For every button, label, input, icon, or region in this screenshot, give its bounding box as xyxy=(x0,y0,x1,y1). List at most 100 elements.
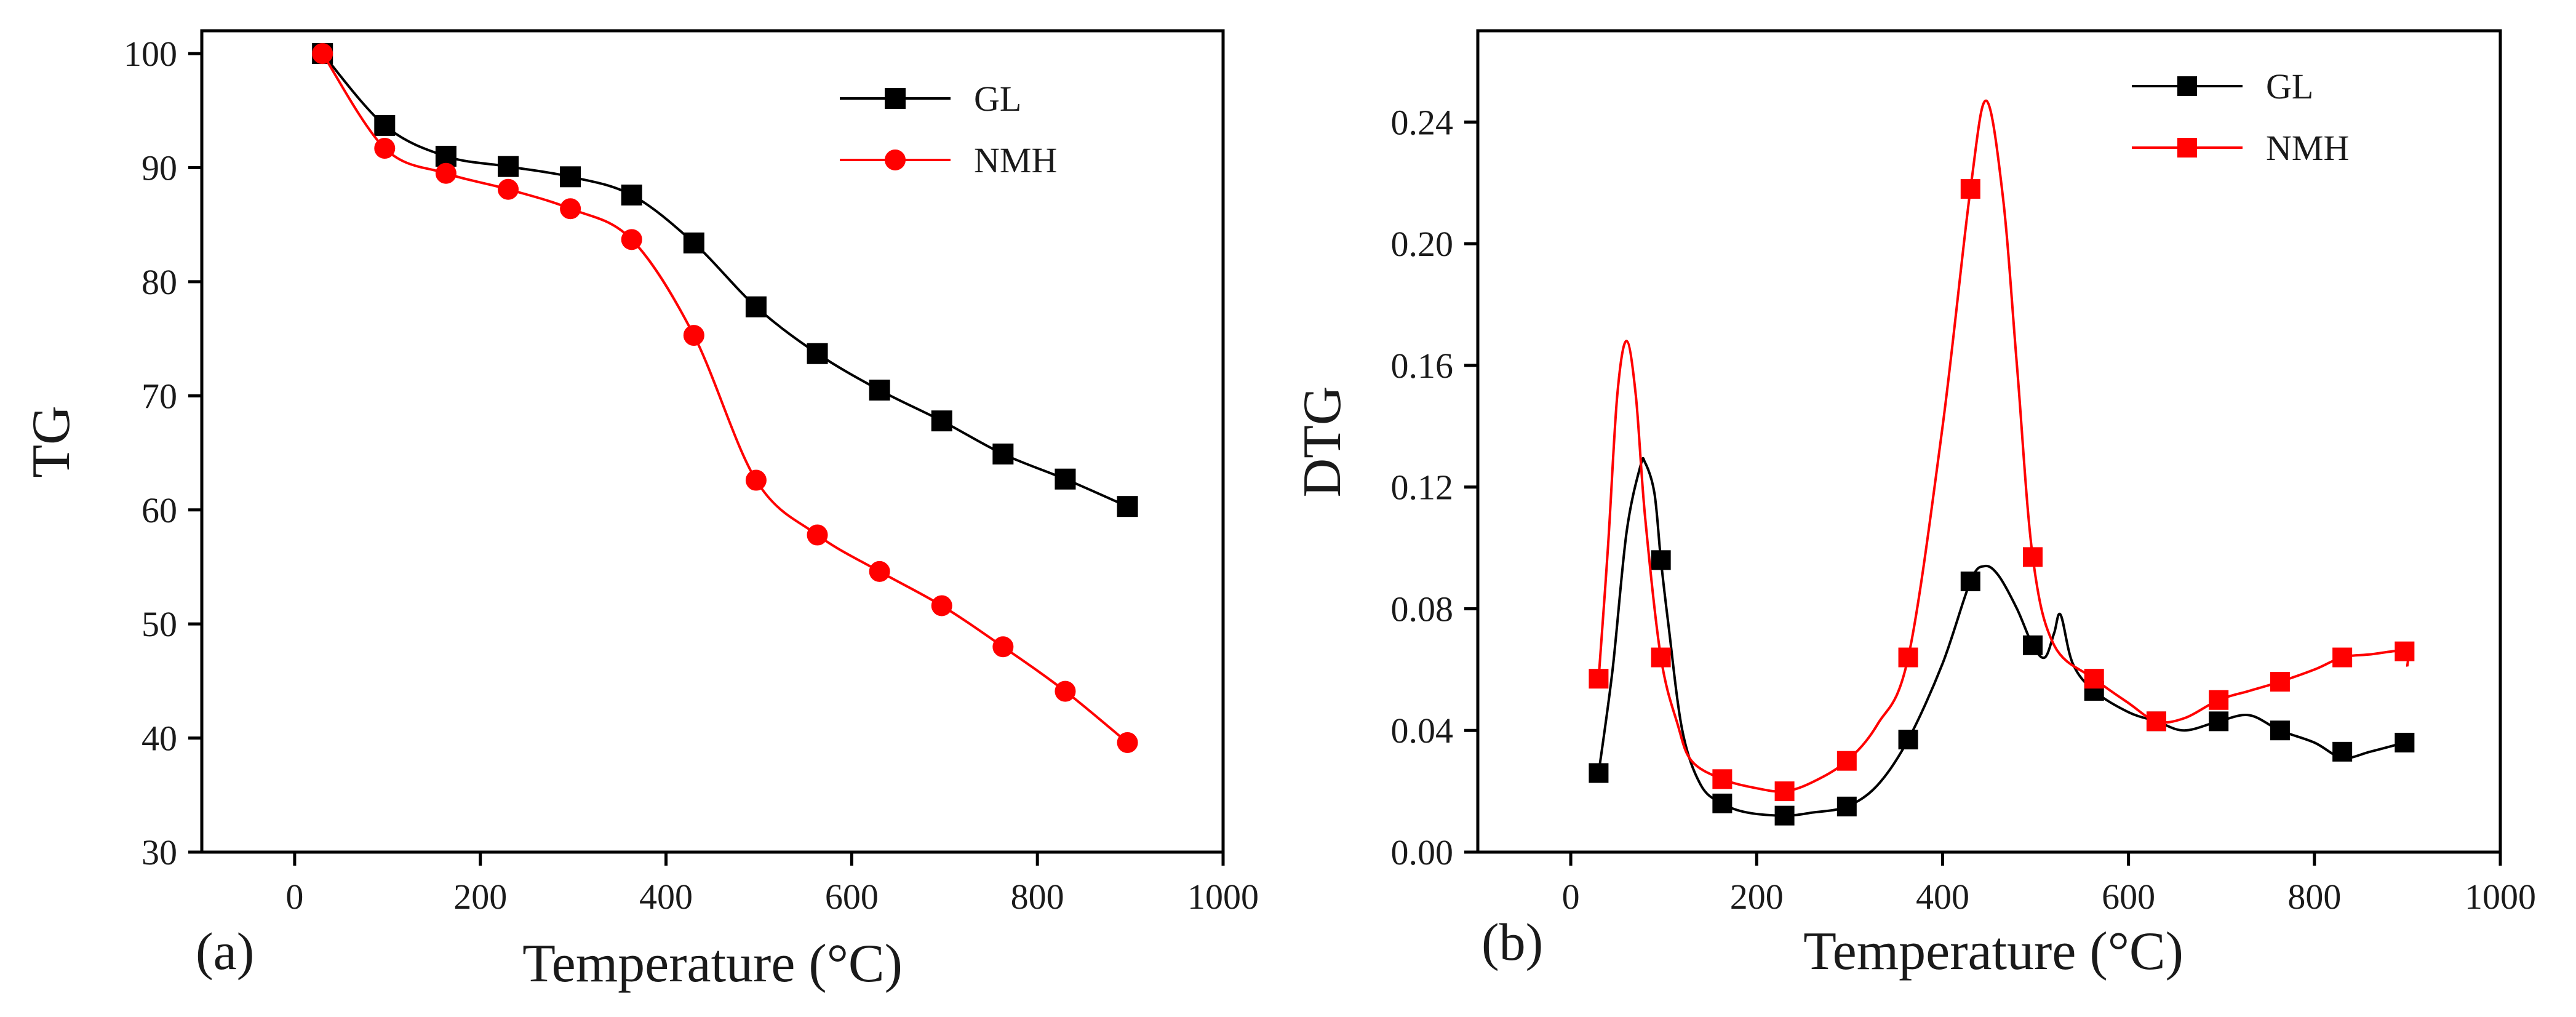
legend-a: GL NMH xyxy=(840,79,1057,180)
data-point-a-nmh-12 xyxy=(1055,680,1076,702)
series-line-b-gl xyxy=(1597,457,2405,817)
data-point-a-nmh-3 xyxy=(498,178,519,200)
data-point-b-gl-11 xyxy=(2270,720,2290,741)
y-tick-label-a-3: 60 xyxy=(142,490,177,530)
legend-marker-a-gl xyxy=(885,88,906,109)
x-axis-title-a: Temperature (°C) xyxy=(522,934,903,994)
panel-b-dtg-chart: 0 200 400 600 800 1000 0.00 0.04 0.08 0.12 0.16 0.2… xyxy=(1293,29,2537,981)
data-point-a-nmh-2 xyxy=(435,162,457,184)
data-point-a-gl-6 xyxy=(683,232,704,253)
data-point-b-gl-2 xyxy=(1712,793,1733,813)
data-point-b-nmh-4 xyxy=(1836,751,1857,771)
data-point-b-nmh-1 xyxy=(1651,647,1671,668)
y-tick-label-a-7: 100 xyxy=(124,34,177,74)
data-point-a-nmh-8 xyxy=(807,524,828,546)
plot-frame-b xyxy=(1476,29,2502,854)
data-point-a-gl-7 xyxy=(745,296,767,317)
axis-ticks-b: 0 200 400 600 800 1000 0.00 0.04 0.08 0.12 0.16 0.2… xyxy=(1391,102,2537,917)
y-tick-label-a-5: 80 xyxy=(142,262,177,302)
data-point-b-nmh-8 xyxy=(2084,669,2104,689)
data-point-a-nmh-6 xyxy=(683,325,704,346)
legend-label-b-nmh: NMH xyxy=(2266,128,2349,168)
data-point-b-gl-3 xyxy=(1774,805,1795,826)
x-tick-label-b-1000: 1000 xyxy=(2465,877,2536,917)
data-point-b-gl-7 xyxy=(2023,635,2043,655)
data-point-b-nmh-0 xyxy=(1589,669,1609,689)
data-point-a-nmh-4 xyxy=(560,198,581,220)
x-tick-label-b-600: 600 xyxy=(2102,877,2155,917)
legend-label-b-gl: GL xyxy=(2266,66,2313,106)
y-tick-label-a-2: 50 xyxy=(142,604,177,644)
data-point-b-nmh-6 xyxy=(1960,179,1980,199)
data-point-a-gl-13 xyxy=(1117,496,1138,517)
data-point-b-gl-12 xyxy=(2332,741,2353,762)
panel-a-tg-chart: 0 200 400 600 800 1000 30 40 50 60 70 80 90 100 GL NMH… xyxy=(22,29,1259,994)
x-tick-label-b-400: 400 xyxy=(1916,877,1969,917)
panel-label-a: (a) xyxy=(196,922,254,981)
legend-b: GL NMH xyxy=(2132,66,2349,168)
data-point-b-nmh-3 xyxy=(1774,781,1795,802)
y-axis-title-a: TG xyxy=(22,405,81,477)
y-tick-label-b-1: 0.04 xyxy=(1391,711,1454,751)
data-point-a-nmh-1 xyxy=(374,137,396,159)
plot-frame-a xyxy=(200,29,1225,854)
data-point-b-nmh-9 xyxy=(2146,711,2166,732)
x-tick-label-a-600: 600 xyxy=(825,877,879,917)
x-tick-label-b-800: 800 xyxy=(2287,877,2341,917)
series-line-b-nmh xyxy=(1597,99,2410,793)
legend-label-a-gl: GL xyxy=(974,79,1021,119)
y-tick-label-a-1: 40 xyxy=(142,719,177,759)
legend-label-a-nmh: NMH xyxy=(974,140,1057,180)
x-tick-label-a-200: 200 xyxy=(453,877,507,917)
x-tick-label-a-400: 400 xyxy=(639,877,693,917)
plot-area-a xyxy=(312,43,1138,753)
data-point-a-gl-3 xyxy=(498,156,519,177)
data-point-a-gl-4 xyxy=(560,166,581,188)
data-point-a-nmh-10 xyxy=(931,595,952,616)
data-point-b-gl-6 xyxy=(1960,571,1980,591)
data-point-b-nmh-12 xyxy=(2332,647,2353,668)
y-tick-label-b-5: 0.20 xyxy=(1391,224,1454,264)
data-point-a-gl-9 xyxy=(869,380,890,401)
data-point-a-gl-12 xyxy=(1055,468,1076,490)
data-point-b-gl-10 xyxy=(2209,711,2229,732)
data-point-a-nmh-9 xyxy=(869,560,890,582)
data-point-a-gl-11 xyxy=(992,443,1014,465)
y-tick-label-b-0: 0.00 xyxy=(1391,832,1454,872)
data-point-a-nmh-0 xyxy=(312,43,333,65)
legend-marker-b-nmh xyxy=(2177,138,2197,158)
x-tick-label-a-800: 800 xyxy=(1011,877,1064,917)
x-tick-label-a-1000: 1000 xyxy=(1187,877,1259,917)
legend-marker-a-nmh xyxy=(885,150,906,170)
data-point-b-gl-4 xyxy=(1836,796,1857,816)
plot-area-b xyxy=(1589,99,2415,826)
x-tick-label-a-0: 0 xyxy=(285,877,303,917)
data-point-b-nmh-10 xyxy=(2209,690,2229,710)
series-line-a-gl xyxy=(321,52,1128,508)
data-point-b-gl-0 xyxy=(1589,763,1609,783)
data-point-a-gl-1 xyxy=(374,114,396,136)
data-point-b-nmh-7 xyxy=(2023,547,2043,567)
y-tick-label-a-4: 70 xyxy=(142,376,177,416)
data-point-a-gl-10 xyxy=(931,410,952,432)
axis-ticks-a: 0 200 400 600 800 1000 30 40 50 60 70 80 90 100 xyxy=(124,34,1259,917)
data-point-b-gl-5 xyxy=(1898,730,1918,750)
data-point-a-nmh-13 xyxy=(1117,732,1138,753)
legend-marker-b-gl xyxy=(2177,76,2197,96)
data-point-a-gl-5 xyxy=(621,185,642,205)
y-tick-label-b-3: 0.12 xyxy=(1391,468,1454,508)
data-point-b-nmh-5 xyxy=(1898,647,1918,668)
data-point-b-nmh-2 xyxy=(1712,769,1733,789)
y-tick-label-a-0: 30 xyxy=(142,832,177,872)
x-axis-title-b: Temperature (°C) xyxy=(1803,922,2183,981)
data-point-a-gl-2 xyxy=(435,145,457,167)
data-point-a-nmh-5 xyxy=(621,229,642,250)
data-point-a-nmh-11 xyxy=(992,636,1014,658)
x-tick-label-b-200: 200 xyxy=(1730,877,1784,917)
y-tick-label-b-6: 0.24 xyxy=(1391,102,1454,142)
panel-label-b: (b) xyxy=(1481,912,1543,971)
y-tick-label-b-2: 0.08 xyxy=(1391,589,1454,629)
data-point-a-gl-8 xyxy=(807,343,828,364)
y-tick-label-b-4: 0.16 xyxy=(1391,346,1454,386)
